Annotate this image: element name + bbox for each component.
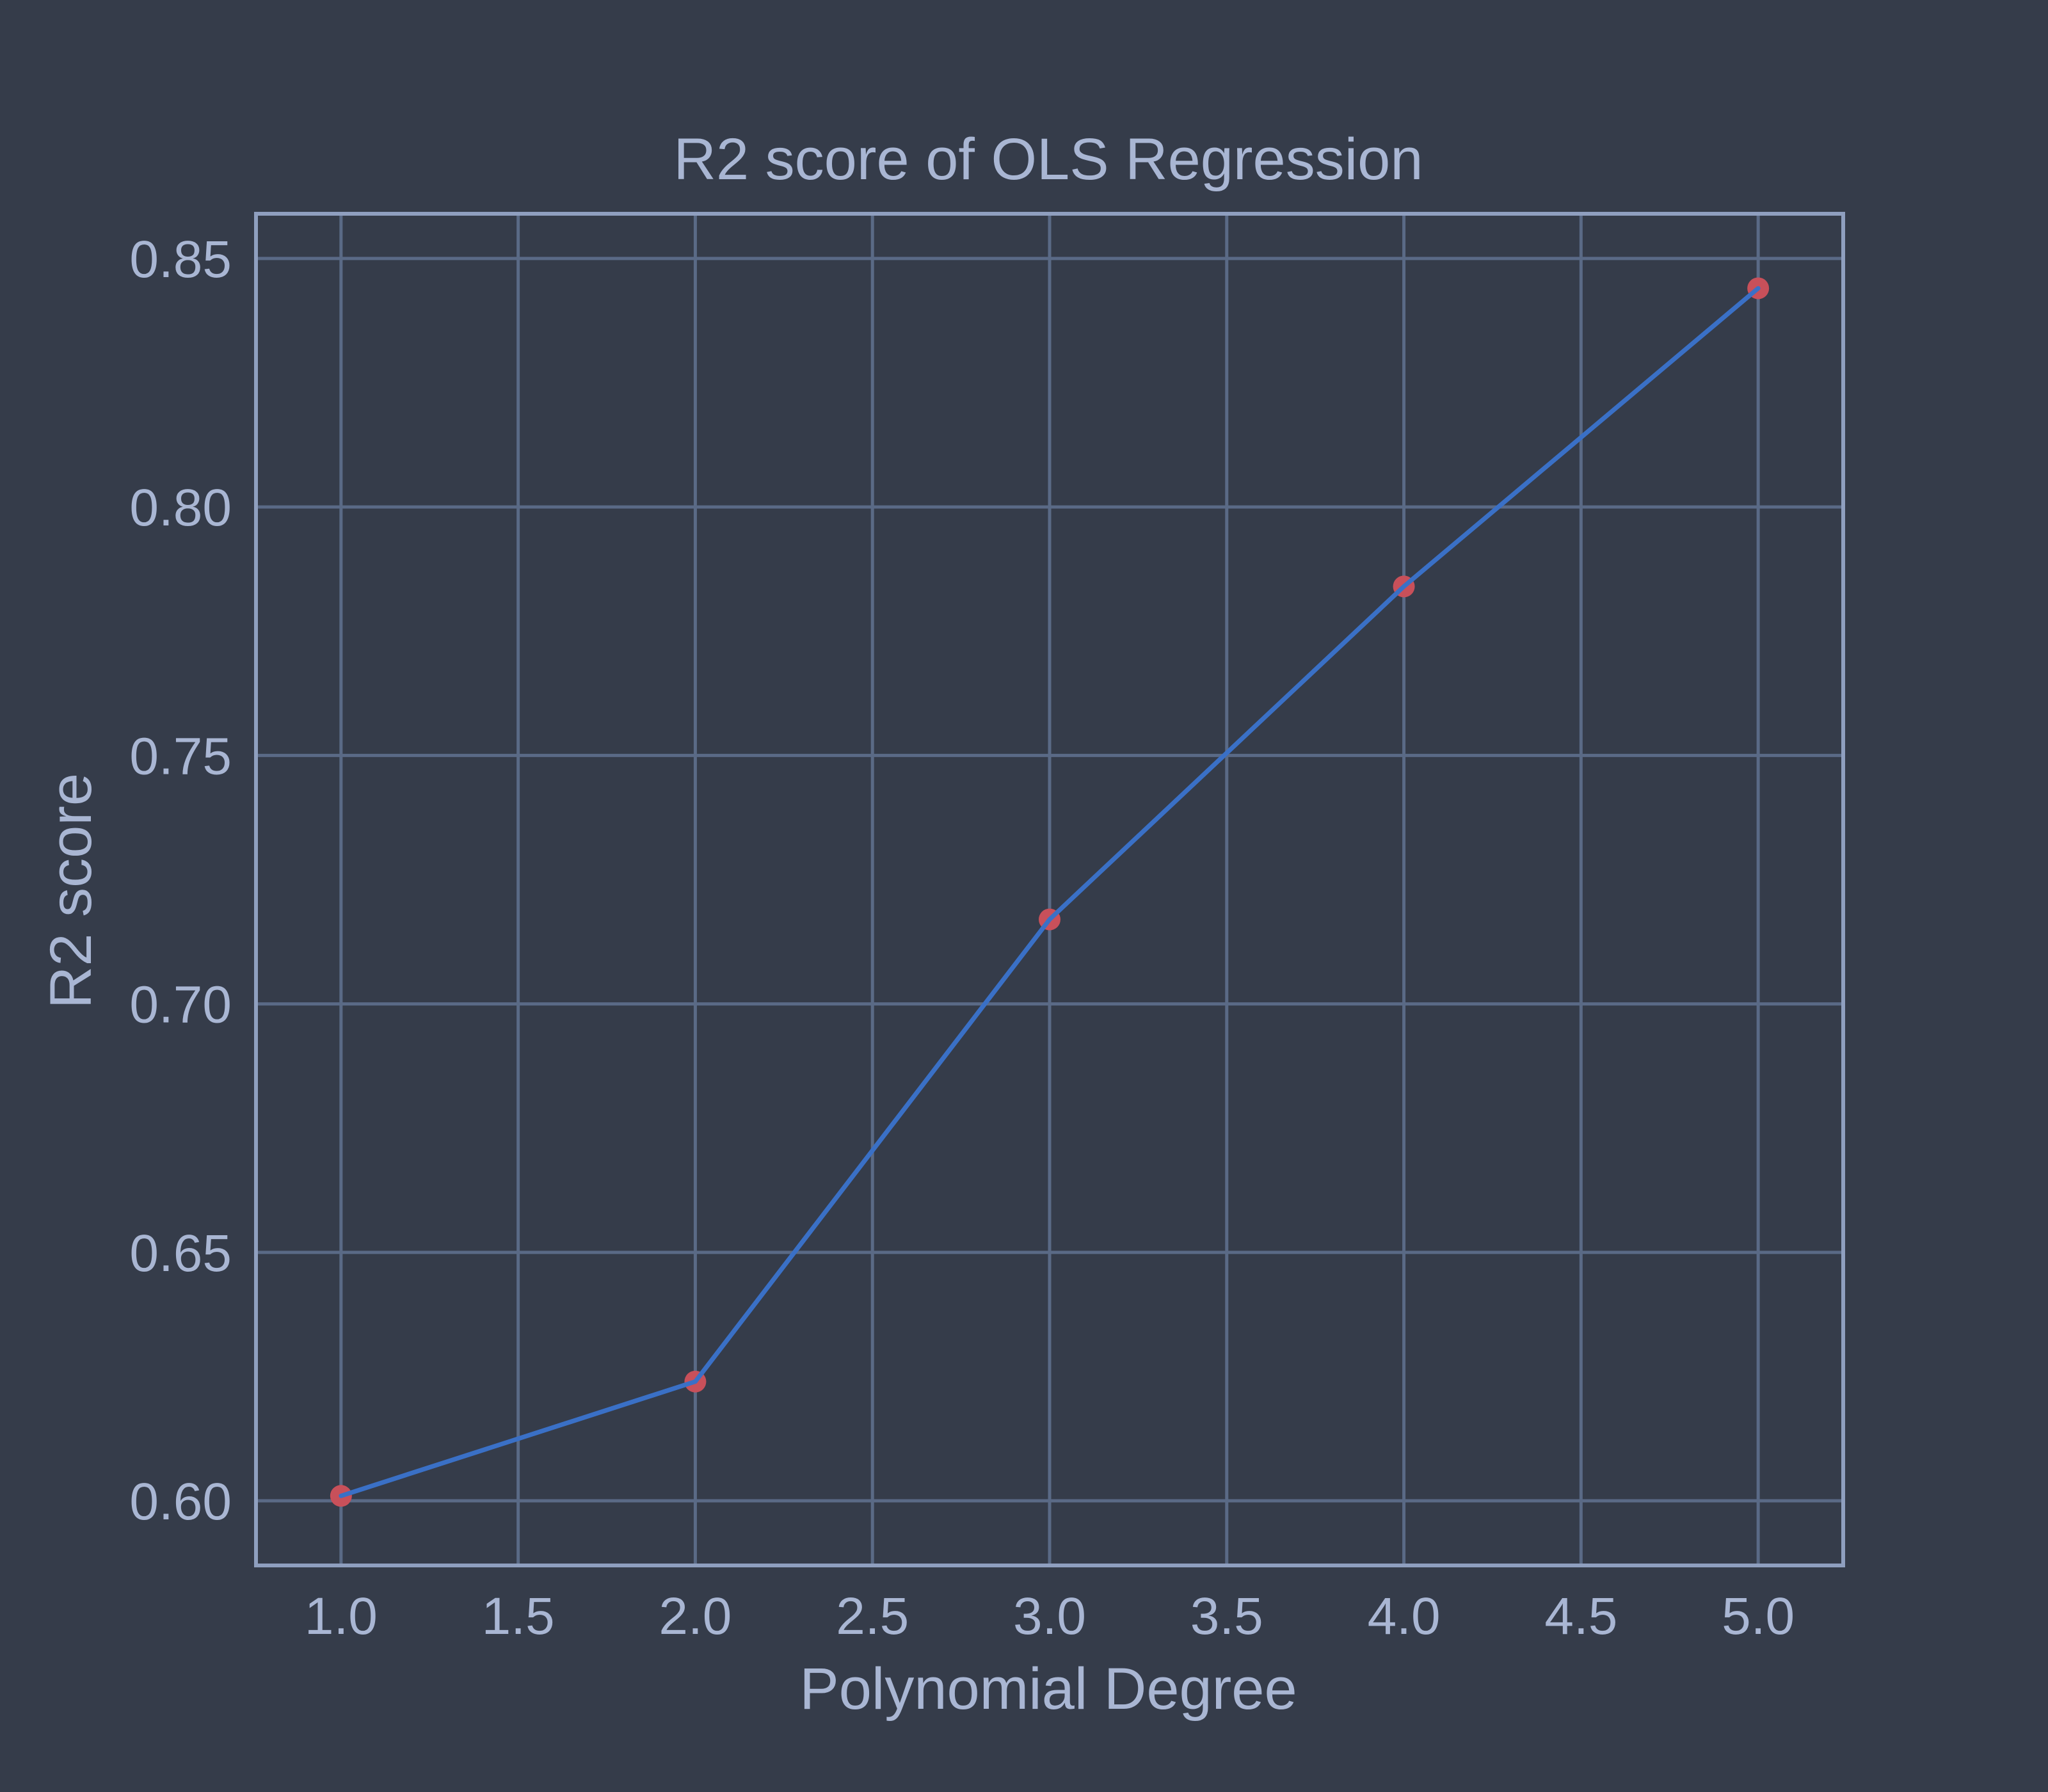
x-tick-label: 5.0 — [1722, 1587, 1795, 1645]
y-tick-label: 0.80 — [129, 479, 232, 537]
x-tick-label: 3.0 — [1013, 1587, 1086, 1645]
x-tick-label: 1.5 — [482, 1587, 555, 1645]
y-tick-label: 0.85 — [129, 230, 232, 289]
x-tick-label: 4.5 — [1544, 1587, 1617, 1645]
x-axis-ticks: 1.0 1.5 2.0 2.5 3.0 3.5 4.0 4.5 5.0 — [305, 1587, 1795, 1645]
x-tick-label: 3.5 — [1190, 1587, 1263, 1645]
y-axis-ticks: 0.60 0.65 0.70 0.75 0.80 0.85 — [129, 230, 232, 1531]
y-tick-label: 0.75 — [129, 727, 232, 785]
y-tick-label: 0.65 — [129, 1224, 232, 1283]
x-tick-label: 2.0 — [659, 1587, 732, 1645]
y-tick-label: 0.70 — [129, 976, 232, 1034]
series-layer — [330, 277, 1770, 1507]
x-tick-label: 1.0 — [305, 1587, 378, 1645]
x-axis-label: Polynomial Degree — [799, 1656, 1297, 1722]
y-axis-label: R2 score — [38, 773, 104, 1009]
series-line-overlay-0 — [339, 285, 1761, 1498]
plot-frame — [254, 212, 1845, 1567]
y-tick-label: 0.60 — [129, 1473, 232, 1531]
x-tick-label: 2.5 — [836, 1587, 909, 1645]
grid — [256, 214, 1843, 1565]
x-tick-label: 4.0 — [1368, 1587, 1441, 1645]
chart-title: R2 score of OLS Regression — [674, 127, 1423, 192]
